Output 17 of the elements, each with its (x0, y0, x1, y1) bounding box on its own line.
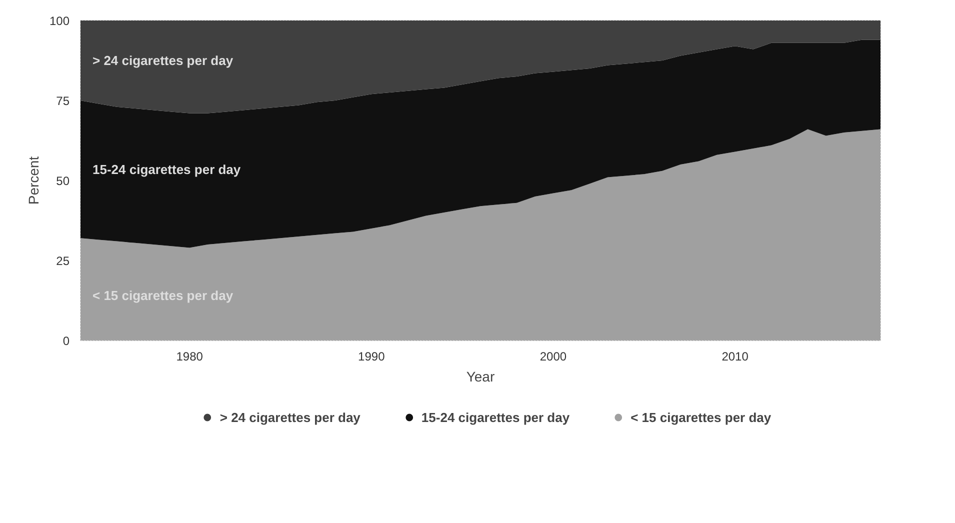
y-tick-label: 100 (49, 14, 70, 28)
x-tick-label: 1990 (358, 350, 386, 364)
x-tick-label: 2000 (540, 350, 567, 364)
legend-label: 15-24 cigarettes per day (421, 410, 570, 424)
text: 15-24 cigarettes per day (92, 162, 241, 177)
y-axis-title: Percent (25, 156, 42, 205)
y-tick-label: 0 (62, 334, 70, 348)
y-tick-label: 75 (56, 94, 70, 108)
legend-label: > 24 cigarettes per day (220, 410, 360, 424)
text: > 24 cigarettes per day (92, 53, 234, 68)
x-axis-title: Year (466, 368, 495, 384)
x-tick-label: 1980 (176, 350, 204, 364)
y-tick-label: 25 (56, 254, 70, 268)
text: < 15 cigarettes per day (92, 288, 234, 303)
x-tick-label: 2010 (722, 350, 749, 364)
legend-label: < 15 cigarettes per day (630, 410, 772, 424)
y-tick-label: 50 (56, 174, 70, 188)
